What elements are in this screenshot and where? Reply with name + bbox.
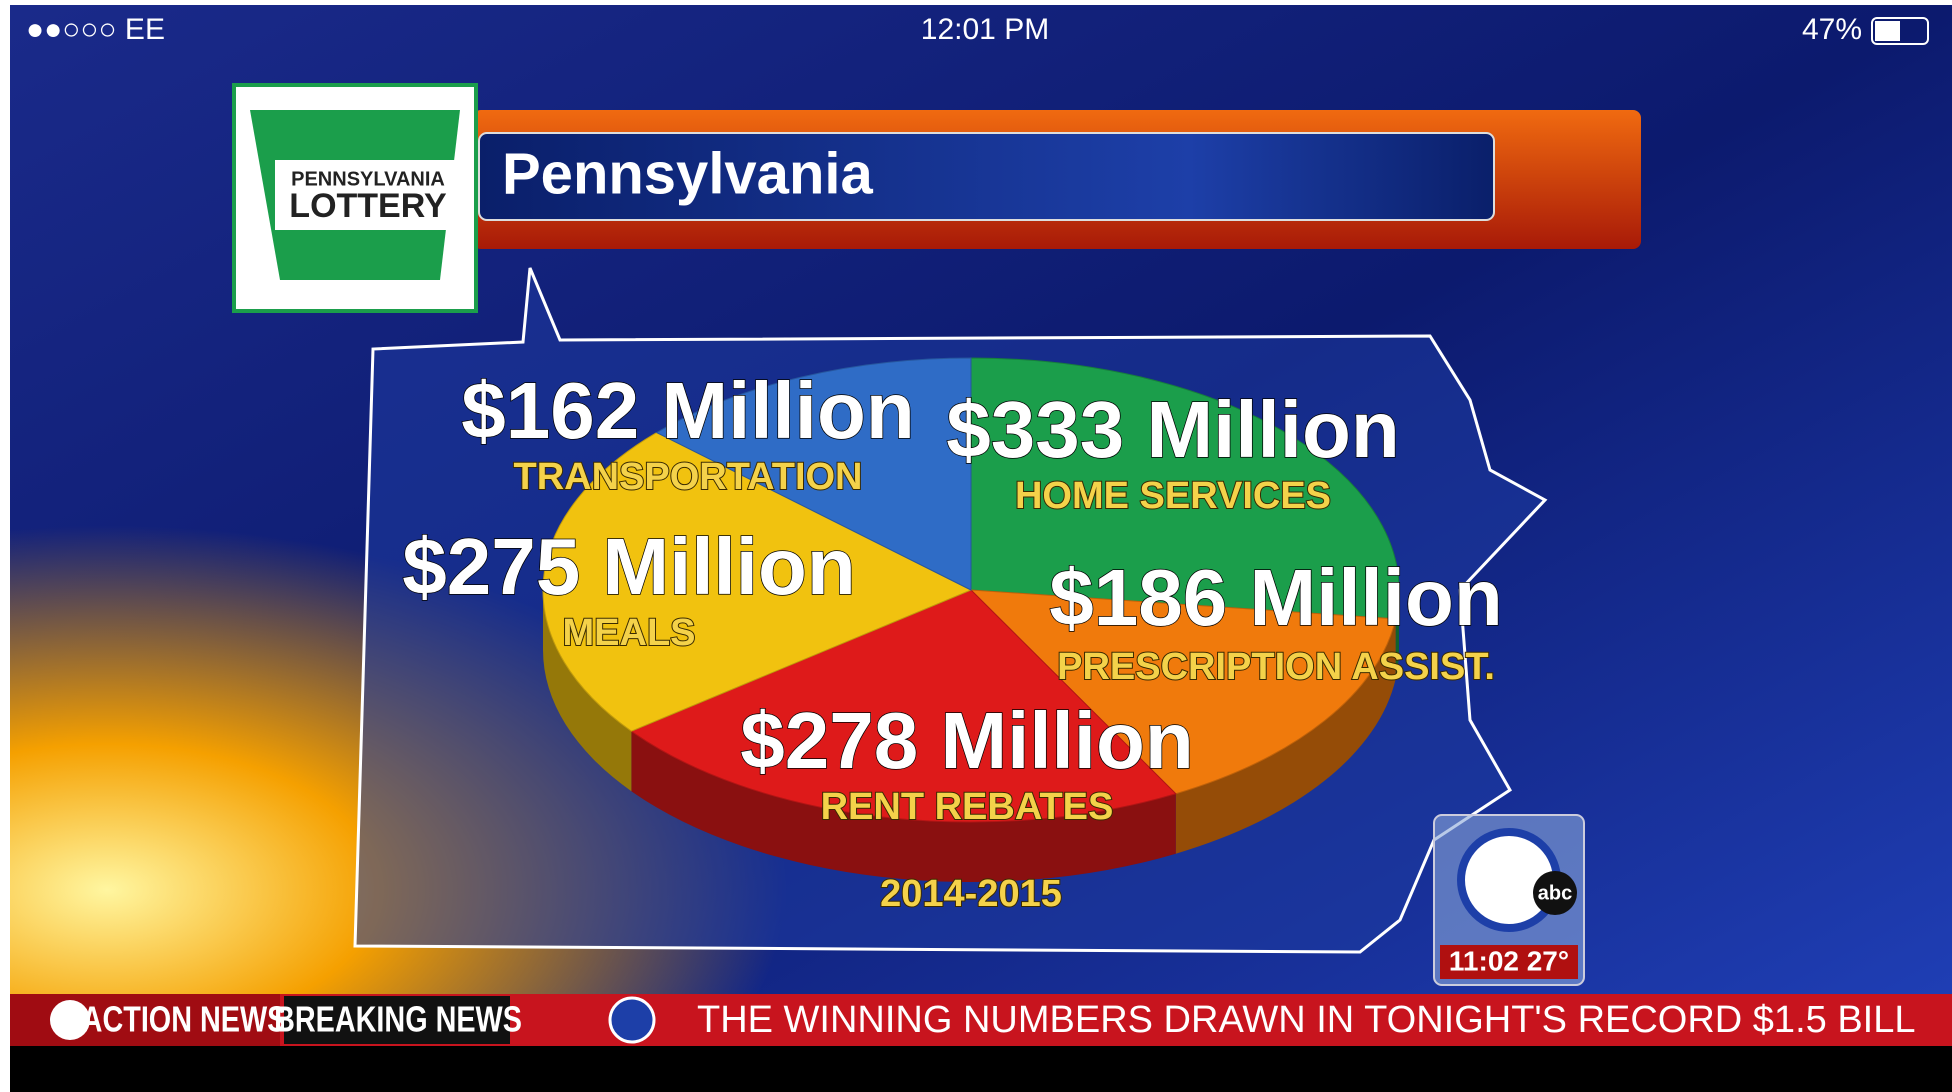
battery-icon <box>1871 17 1929 45</box>
value-label: $275 Million <box>402 522 855 611</box>
black-band <box>10 1046 1952 1092</box>
logo-line2: LOTTERY <box>289 187 447 225</box>
bug-clock-bg <box>1440 945 1578 979</box>
battery-level <box>1875 21 1900 41</box>
pie-slice <box>630 589 1177 823</box>
subtitle: 2014-2015 <box>880 873 1062 915</box>
bug-abc: abc <box>1538 882 1572 904</box>
ticker-six <box>608 996 656 1044</box>
category-label: MEALS <box>563 612 696 654</box>
bug-clock: 11:02 27° <box>1449 945 1569 976</box>
title: Pennsylvania <box>502 141 873 206</box>
value-label: $186 Million <box>1049 553 1502 642</box>
ticker-text: THE WINNING NUMBERS DRAWN IN TONIGHT'S R… <box>697 999 1916 1041</box>
pie-slice <box>969 589 1397 795</box>
pie-side <box>631 731 1176 883</box>
pie-slice <box>970 357 1400 620</box>
ticker-label: BREAKING NEWS <box>274 998 522 1039</box>
value-label: $278 Million <box>740 696 1193 785</box>
value-label: $333 Million <box>946 385 1399 474</box>
category-label: PRESCRIPTION ASSIST. <box>1057 646 1495 688</box>
pie-slice <box>542 431 973 732</box>
category-label: TRANSPORTATION <box>513 456 862 498</box>
ticker-brand: ACTION NEWS <box>82 998 287 1039</box>
title-inner <box>478 132 1495 221</box>
pie-side <box>1175 618 1396 854</box>
ticker-label-bg <box>284 996 510 1044</box>
bug-abc-circle <box>1533 871 1577 915</box>
category-label: HOME SERVICES <box>1015 475 1331 517</box>
clock: 12:01 PM <box>921 13 1049 46</box>
value-label: $162 Million <box>461 366 914 455</box>
carrier: ●●○○○ EE <box>26 13 165 46</box>
pie-slice <box>655 357 972 591</box>
battery-percent: 47% <box>1802 13 1862 46</box>
category-label: RENT REBATES <box>821 786 1114 828</box>
ticker-logo <box>50 1000 90 1040</box>
pie-side <box>543 590 632 792</box>
pie-side <box>1395 590 1399 679</box>
logo-line1: PENNSYLVANIA <box>291 168 445 190</box>
logo-plate <box>275 160 455 230</box>
